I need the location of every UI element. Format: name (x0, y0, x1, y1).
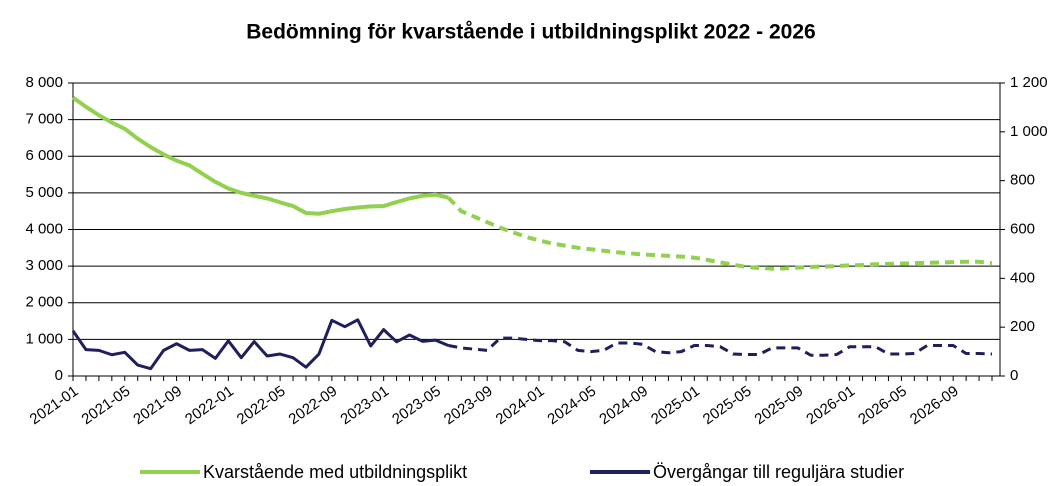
x-tick-label: 2023-05 (389, 383, 444, 429)
y2-tick-label: 1 000 (1010, 123, 1048, 140)
x-tick-label: 2023-01 (337, 383, 392, 429)
line-series-dashed (446, 196, 993, 271)
y-tick-label: 8 000 (25, 74, 63, 91)
x-tick-label: 2021-05 (78, 383, 133, 429)
x-tick-label: 2023-09 (441, 383, 496, 429)
y2-tick-label: 600 (1010, 220, 1035, 237)
x-tick-label: 2022-01 (182, 383, 237, 429)
y-tick-label: 4 000 (25, 220, 63, 237)
x-tick-label: 2021-01 (27, 383, 82, 429)
x-tick-label: 2025-09 (752, 383, 807, 429)
y-tick-label: 3 000 (25, 257, 63, 274)
y2-tick-label: 200 (1010, 318, 1035, 335)
y-tick-label: 7 000 (25, 111, 63, 128)
y2-tick-label: 0 (1010, 367, 1018, 384)
x-tick-label: 2026-01 (803, 383, 858, 429)
x-tick-label: 2024-05 (544, 383, 599, 429)
x-tick-label: 2024-09 (596, 383, 651, 429)
x-tick-label: 2026-05 (855, 383, 910, 429)
chart-title: Bedömning för kvarstående i utbildningsp… (246, 21, 815, 44)
x-tick-label: 2022-09 (286, 383, 341, 429)
y2-tick-label: 400 (1010, 269, 1035, 286)
y-tick-label: 2 000 (25, 294, 63, 311)
x-tick-label: 2025-01 (648, 383, 703, 429)
x-tick-label: 2025-05 (700, 383, 755, 429)
y-tick-label: 1 000 (25, 330, 63, 347)
y-tick-label: 0 (55, 367, 63, 384)
line-series (71, 96, 449, 216)
y-tick-label: 6 000 (25, 147, 63, 164)
line-series-dashed (448, 336, 993, 357)
legend-label: Kvarstående med utbildningsplikt (203, 462, 467, 482)
line-series (71, 318, 449, 371)
legend-label: Övergångar till reguljära studier (653, 462, 904, 482)
y2-tick-label: 800 (1010, 172, 1035, 189)
x-tick-label: 2026-09 (907, 383, 962, 429)
y-tick-label: 5 000 (25, 184, 63, 201)
x-tick-label: 2024-01 (493, 383, 548, 429)
y2-tick-label: 1 200 (1010, 74, 1048, 91)
x-tick-label: 2022-05 (234, 383, 289, 429)
x-tick-label: 2021-09 (130, 383, 185, 429)
